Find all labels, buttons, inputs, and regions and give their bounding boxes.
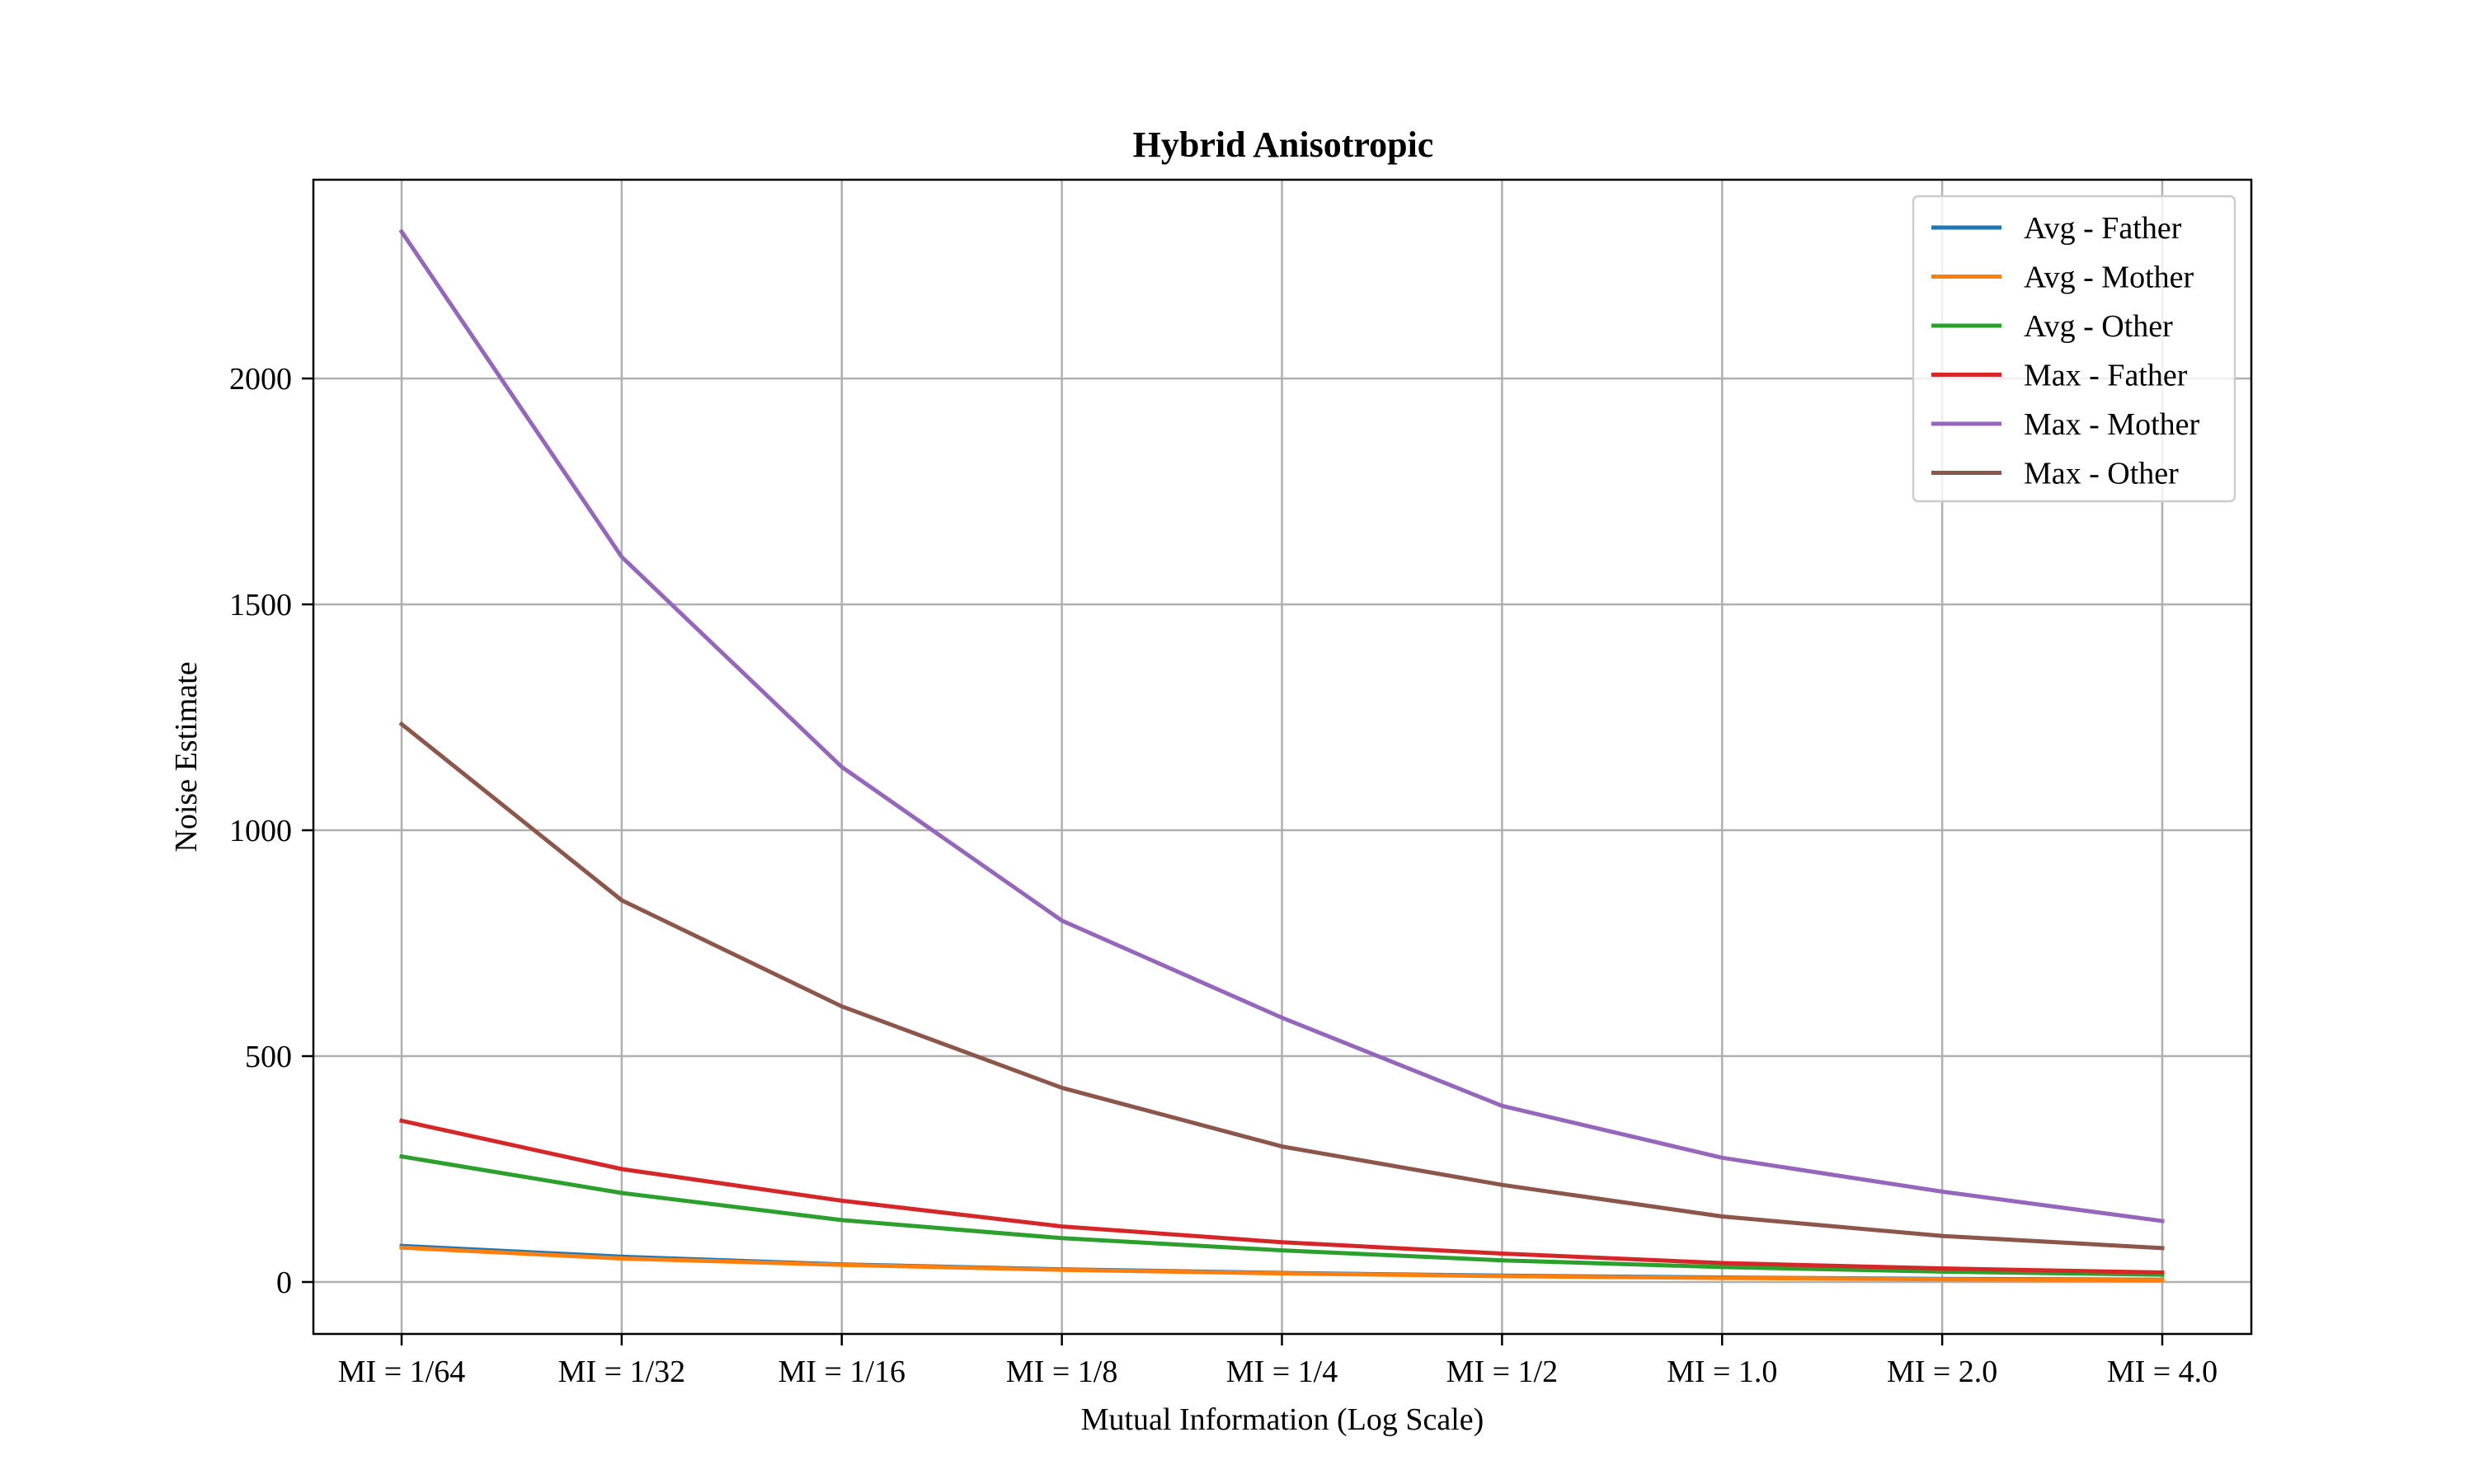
y-tick-label: 1500 xyxy=(229,588,292,622)
x-tick-label: MI = 1.0 xyxy=(1667,1355,1777,1389)
legend-label-max-father: Max - Father xyxy=(2024,359,2188,393)
legend-label-avg-mother: Avg - Mother xyxy=(2024,261,2194,295)
legend-label-max-mother: Max - Mother xyxy=(2024,407,2200,442)
x-axis-label: Mutual Information (Log Scale) xyxy=(1081,1402,1484,1437)
y-tick-label: 500 xyxy=(245,1040,292,1074)
series-line-max-other xyxy=(398,721,2165,1251)
x-tick-label: MI = 4.0 xyxy=(2107,1355,2218,1389)
x-tick-label: MI = 1/32 xyxy=(558,1355,685,1389)
x-tick-label: MI = 1/16 xyxy=(778,1355,905,1389)
chart-title: Hybrid Anisotropic xyxy=(1133,124,1434,165)
series-line-avg-mother xyxy=(399,1245,2165,1283)
x-tick-label: MI = 1/64 xyxy=(338,1355,465,1389)
y-tick-label: 1000 xyxy=(229,814,292,848)
series-line-max-father xyxy=(399,1118,2165,1275)
tick-layer: MI = 1/64 MI = 1/32 MI = 1/16 MI = 1/8 MI = … xyxy=(229,362,2218,1389)
legend-label-avg-father: Avg - Father xyxy=(2024,211,2182,246)
series-line-max-mother xyxy=(398,228,2165,1223)
y-tick-label: 2000 xyxy=(229,362,292,397)
x-tick-label: MI = 1/8 xyxy=(1006,1355,1117,1389)
legend-label-max-other: Max - Other xyxy=(2024,457,2179,491)
y-axis-label: Noise Estimate xyxy=(169,661,204,852)
x-tick-label: MI = 1/2 xyxy=(1446,1355,1558,1389)
y-tick-label: 0 xyxy=(276,1266,292,1300)
x-tick-label: MI = 1/4 xyxy=(1226,1355,1338,1389)
legend-label-avg-other: Avg - Other xyxy=(2024,309,2173,344)
x-tick-label: MI = 2.0 xyxy=(1887,1355,1997,1389)
series-layer xyxy=(398,228,2165,1283)
legend: Avg - Father Avg - Mother Avg - Other Max -… xyxy=(1912,195,2236,503)
series-line-avg-other xyxy=(399,1153,2165,1277)
